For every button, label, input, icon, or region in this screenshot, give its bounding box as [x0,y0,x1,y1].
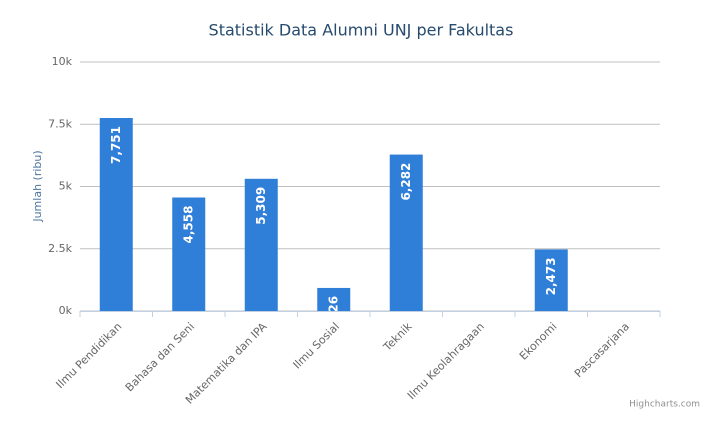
y-tick-label: 2.5k [48,242,72,255]
y-tick-label: 7.5k [48,117,72,130]
data-label: 926 [326,296,340,321]
plot-area: 7,751 4,558 5,309 926 6,282 2,473 [99,118,568,321]
bar [534,249,568,311]
bar [244,178,278,311]
data-label: 7,751 [109,126,123,164]
data-label: 5,309 [254,187,268,225]
data-label: 2,473 [544,257,558,295]
bar [389,154,423,311]
y-axis-title: Jumlah (ribu) [31,150,44,222]
bar [99,118,133,311]
bar [317,287,351,311]
y-tick-label: 0k [59,304,73,317]
data-label: 6,282 [399,163,413,201]
y-tick-label: 10k [52,55,73,68]
data-label: 4,558 [181,206,195,244]
y-tick-label: 5k [59,180,73,193]
chart-title: Statistik Data Alumni UNJ per Fakultas [209,21,514,40]
credits[interactable]: Highcharts.com [629,400,700,410]
bar [172,197,206,311]
